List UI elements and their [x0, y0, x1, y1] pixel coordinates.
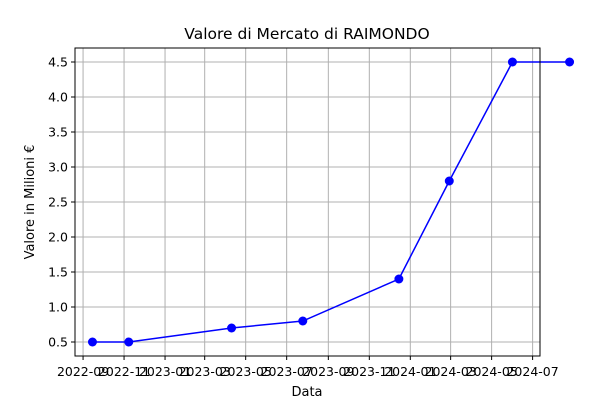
x-tick-label: 2023-03: [179, 364, 231, 379]
y-tick-label: 0.5: [48, 335, 68, 350]
series-layer: [87, 57, 575, 347]
x-tick-label: 2023-05: [220, 364, 272, 379]
data-point: [227, 323, 237, 333]
y-tick-label: 1.0: [48, 300, 68, 315]
y-axis-label: Valore in Milioni €: [23, 145, 38, 260]
x-axis-label: Data: [291, 385, 322, 400]
y-tick-label: 2.0: [48, 230, 68, 245]
x-tick-label: 2024-03: [425, 364, 477, 379]
x-tick-label: 2024-01: [384, 364, 436, 379]
x-tick-label: 2022-09: [57, 364, 109, 379]
y-tick-label: 3.0: [48, 160, 68, 175]
x-tick-label: 2023-01: [139, 364, 191, 379]
y-tick-label: 4.0: [48, 90, 68, 105]
data-point: [507, 57, 517, 67]
data-point: [124, 337, 134, 347]
x-tick-label: 2022-11: [98, 364, 150, 379]
data-point: [444, 176, 454, 186]
x-tick-label: 2023-11: [343, 364, 395, 379]
y-tick-label: 2.5: [48, 195, 68, 210]
x-tick-label: 2023-09: [302, 364, 354, 379]
x-tick-label: 2024-05: [466, 364, 518, 379]
y-tick-label: 1.5: [48, 265, 68, 280]
series-line: [92, 61, 570, 343]
grid: [75, 48, 540, 356]
y-tick-label: 4.5: [48, 55, 68, 70]
y-tick-label: 3.5: [48, 125, 68, 140]
x-tick-label: 2024-07: [506, 364, 558, 379]
chart-title: Valore di Mercato di RAIMONDO: [184, 25, 429, 43]
data-point: [565, 57, 575, 67]
data-point: [87, 337, 97, 347]
data-point: [394, 274, 404, 284]
data-point: [298, 316, 308, 326]
x-tick-label: 2023-07: [261, 364, 313, 379]
ticks: 2022-092022-112023-012023-032023-052023-…: [48, 55, 559, 380]
